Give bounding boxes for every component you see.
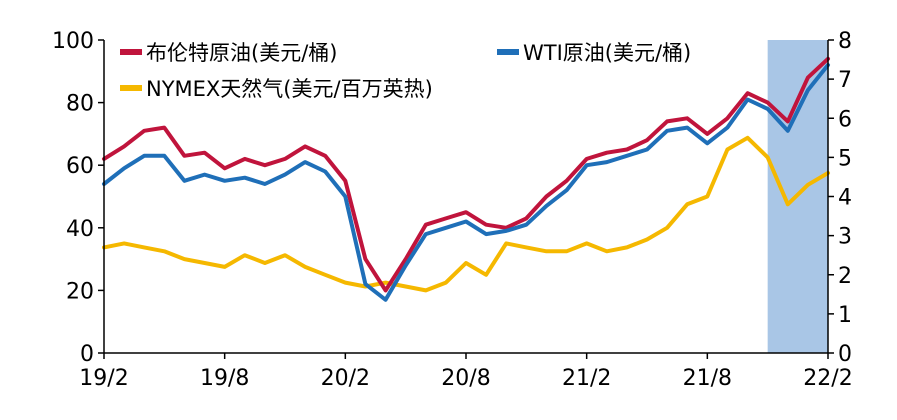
x-tick-label: 19/8 — [200, 366, 249, 391]
series-layer — [102, 56, 830, 302]
left-tick-label: 60 — [66, 154, 94, 179]
legend-layer: 布伦特原油(美元/桶) WTI原油(美元/桶) NYMEX天然气(美元/百万英热) — [120, 41, 691, 101]
legend-label-2: NYMEX天然气(美元/百万英热) — [146, 77, 433, 101]
right-tick-label: 5 — [838, 146, 852, 171]
left-tick-label: 0 — [80, 342, 94, 367]
x-tick-label: 19/2 — [79, 366, 128, 391]
series-line-1 — [102, 63, 830, 302]
left-tick-label: 80 — [66, 92, 94, 117]
legend-label-1: WTI原油(美元/桶) — [523, 41, 691, 65]
x-tick-label: 21/2 — [562, 366, 611, 391]
x-tick-label: 20/8 — [441, 366, 490, 391]
series-line-2 — [102, 135, 830, 293]
right-tick-label: 1 — [838, 303, 852, 328]
right-tick-label: 2 — [838, 264, 852, 289]
right-tick-label: 6 — [838, 107, 852, 132]
x-tick-label: 21/8 — [683, 366, 732, 391]
right-tick-label: 4 — [838, 186, 852, 211]
axis-layer: 0 20 40 60 80 100 0 1 2 3 4 5 6 7 8 19/2 19/8 20/2 20/8 21/… — [52, 29, 853, 391]
x-tick-label: 22/2 — [803, 366, 852, 391]
left-tick-label: 20 — [66, 279, 94, 304]
x-tick-label: 20/2 — [321, 366, 370, 391]
right-tick-label: 3 — [838, 225, 852, 250]
series-line-0 — [102, 56, 830, 293]
right-tick-label: 0 — [838, 342, 852, 367]
left-tick-label: 100 — [52, 29, 94, 54]
right-tick-label: 8 — [838, 29, 852, 54]
legend-label-0: 布伦特原油(美元/桶) — [146, 41, 337, 65]
left-tick-label: 40 — [66, 217, 94, 242]
right-tick-label: 7 — [838, 68, 852, 93]
